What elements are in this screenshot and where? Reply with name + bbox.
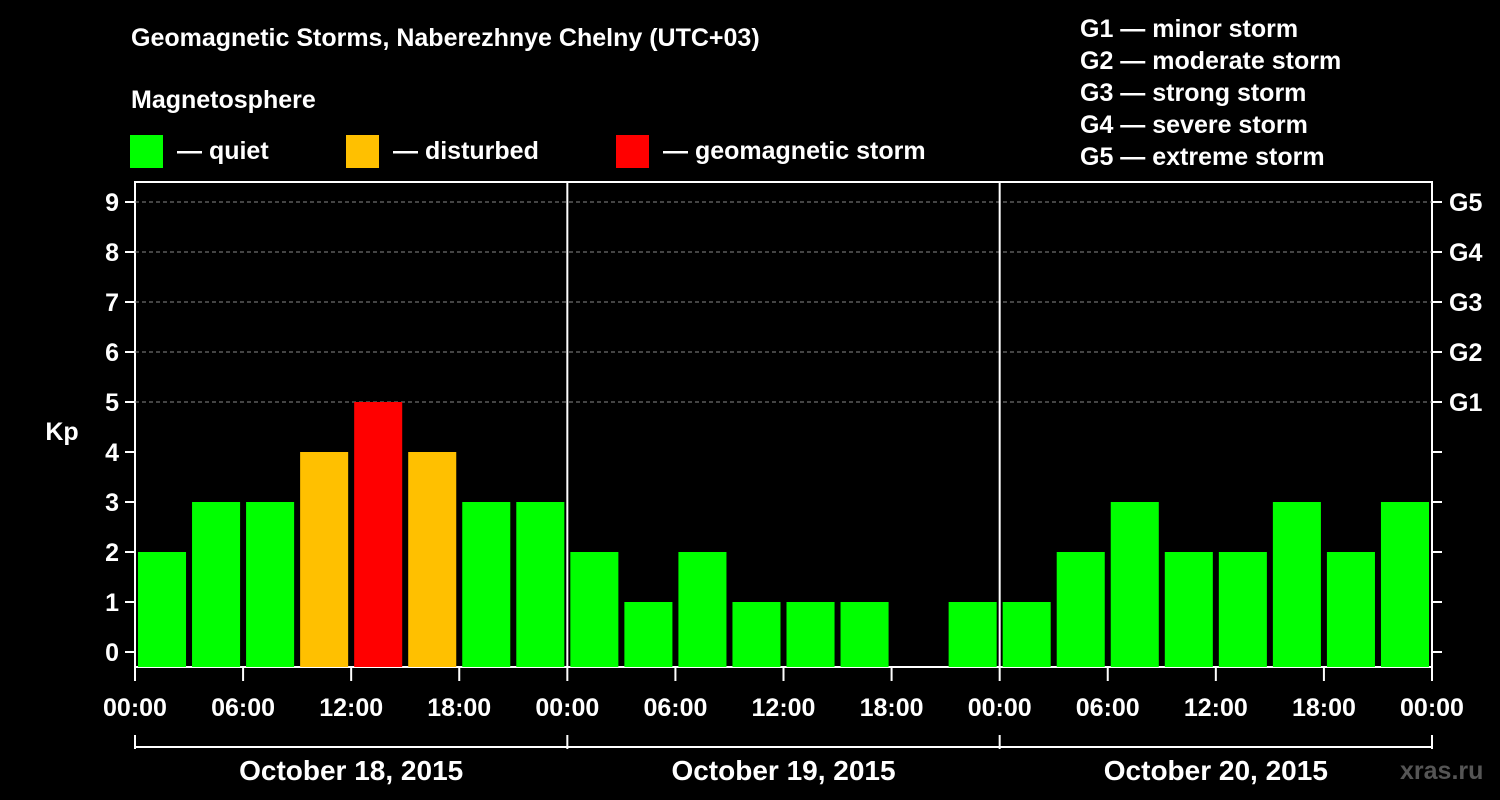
xtick-label-8: 00:00 (968, 694, 1032, 722)
g-level-label-g3: G3 (1449, 289, 1482, 317)
storm-level-g5: G5 — extreme storm (1080, 143, 1325, 171)
chart-title: Geomagnetic Storms, Naberezhnye Chelny (… (131, 24, 760, 52)
y-axis-label: Kp (45, 418, 78, 446)
xtick-label-0: 00:00 (103, 694, 167, 722)
bar-7 (516, 502, 565, 667)
bar-22 (1326, 552, 1375, 667)
legend-disturbed-label: — disturbed (393, 136, 539, 165)
legend-quiet-swatch (130, 134, 163, 168)
g-level-label-g2: G2 (1449, 339, 1482, 367)
bar-23 (1380, 502, 1429, 667)
ytick-label-4: 4 (105, 439, 119, 467)
day-label-1: October 19, 2015 (671, 755, 895, 786)
g-level-label-g4: G4 (1449, 239, 1482, 267)
day-label-2: October 20, 2015 (1104, 755, 1328, 786)
legend-disturbed-swatch (346, 134, 379, 168)
bar-16 (1002, 602, 1051, 667)
legend-quiet-label: — quiet (177, 136, 269, 165)
legend-disturbed: — disturbed (346, 134, 539, 168)
ytick-label-1: 1 (105, 589, 119, 617)
legend-storm: — geomagnetic storm (616, 134, 926, 168)
xtick-label-12: 00:00 (1400, 694, 1464, 722)
xtick-label-4: 00:00 (535, 694, 599, 722)
bar-17 (1056, 552, 1105, 667)
bar-21 (1272, 502, 1321, 667)
bar-5 (408, 452, 457, 667)
xtick-label-3: 18:00 (427, 694, 491, 722)
magnetosphere-label: Magnetosphere (131, 86, 316, 114)
bar-18 (1110, 502, 1159, 667)
ytick-label-2: 2 (105, 539, 119, 567)
bar-13 (840, 602, 889, 667)
xtick-label-11: 18:00 (1292, 694, 1356, 722)
ytick-label-5: 5 (105, 389, 119, 417)
ytick-label-0: 0 (105, 639, 119, 667)
g-level-label-g5: G5 (1449, 189, 1482, 217)
xtick-label-1: 06:00 (211, 694, 275, 722)
xtick-label-10: 12:00 (1184, 694, 1248, 722)
bar-1 (192, 502, 241, 667)
xtick-label-2: 12:00 (319, 694, 383, 722)
legend-storm-label: — geomagnetic storm (663, 136, 926, 165)
bar-4 (354, 402, 403, 667)
bar-2 (246, 502, 295, 667)
bar-10 (678, 552, 727, 667)
ytick-label-3: 3 (105, 489, 119, 517)
storm-levels-legend: G1 — minor storm G2 — moderate storm G3 … (1080, 13, 1341, 173)
legend-quiet: — quiet (130, 134, 269, 168)
bar-0 (138, 552, 187, 667)
bar-8 (570, 552, 619, 667)
storm-level-g2: G2 — moderate storm (1080, 47, 1342, 75)
bar-9 (624, 602, 673, 667)
bar-11 (732, 602, 781, 667)
bar-6 (462, 502, 511, 667)
bar-12 (786, 602, 835, 667)
xtick-label-5: 06:00 (643, 694, 707, 722)
storm-level-g3: G3 — strong storm (1080, 79, 1307, 107)
day-label-0: October 18, 2015 (239, 755, 463, 786)
bar-19 (1164, 552, 1213, 667)
g-level-label-g1: G1 (1449, 389, 1482, 417)
bar-15 (948, 602, 997, 667)
xtick-label-6: 12:00 (752, 694, 816, 722)
ytick-label-7: 7 (105, 289, 119, 317)
ytick-label-6: 6 (105, 339, 119, 367)
storm-level-g1: G1 — minor storm (1080, 15, 1299, 43)
bar-20 (1218, 552, 1267, 667)
xtick-label-9: 06:00 (1076, 694, 1140, 722)
ytick-label-9: 9 (105, 189, 119, 217)
watermark: xras.ru (1400, 757, 1484, 785)
bar-3 (300, 452, 349, 667)
legend-storm-swatch (616, 134, 649, 168)
xtick-label-7: 18:00 (860, 694, 924, 722)
storm-level-g4: G4 — severe storm (1080, 111, 1308, 139)
ytick-label-8: 8 (105, 239, 119, 267)
